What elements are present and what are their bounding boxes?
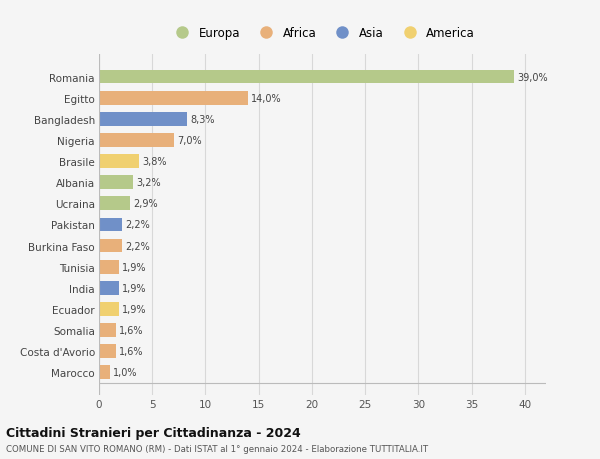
Text: Cittadini Stranieri per Cittadinanza - 2024: Cittadini Stranieri per Cittadinanza - 2… [6,426,301,439]
Bar [99,71,514,84]
Bar [99,112,187,126]
Text: 8,3%: 8,3% [191,115,215,124]
Bar [99,366,110,379]
Text: 1,9%: 1,9% [122,283,147,293]
Bar [99,197,130,211]
Bar [99,260,119,274]
Text: 1,6%: 1,6% [119,325,144,335]
Text: 2,2%: 2,2% [125,241,151,251]
Bar [99,281,119,295]
Legend: Europa, Africa, Asia, America: Europa, Africa, Asia, America [170,27,475,40]
Text: COMUNE DI SAN VITO ROMANO (RM) - Dati ISTAT al 1° gennaio 2024 - Elaborazione TU: COMUNE DI SAN VITO ROMANO (RM) - Dati IS… [6,444,428,453]
Text: 39,0%: 39,0% [517,73,548,82]
Bar [99,134,173,147]
Bar [99,239,122,253]
Bar [99,176,133,190]
Text: 2,9%: 2,9% [133,199,158,209]
Text: 7,0%: 7,0% [176,135,202,146]
Bar [99,92,248,105]
Text: 1,9%: 1,9% [122,262,147,272]
Text: 1,6%: 1,6% [119,347,144,356]
Text: 1,9%: 1,9% [122,304,147,314]
Bar [99,302,119,316]
Text: 3,2%: 3,2% [136,178,161,188]
Bar [99,218,122,232]
Text: 3,8%: 3,8% [143,157,167,167]
Text: 14,0%: 14,0% [251,94,282,103]
Text: 2,2%: 2,2% [125,220,151,230]
Bar [99,345,116,358]
Bar [99,155,139,168]
Text: 1,0%: 1,0% [113,368,137,377]
Bar [99,324,116,337]
